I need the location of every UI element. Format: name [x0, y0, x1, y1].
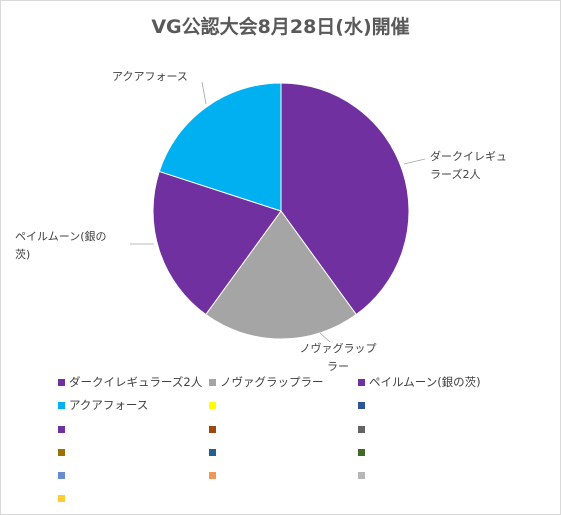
legend-swatch — [209, 425, 216, 433]
legend-item: ノヴァグラップラー — [209, 374, 324, 390]
legend-swatch — [358, 401, 365, 409]
legend-item — [209, 444, 220, 460]
legend-item — [358, 444, 369, 460]
legend-label: アクアフォース — [69, 398, 149, 412]
leader-line — [319, 332, 331, 343]
pie-slice — [280, 82, 410, 316]
data-label: ダークイレギュラーズ2人 — [430, 149, 507, 181]
data-label: ペイルムーン(銀の茨) — [15, 229, 107, 261]
legend-swatch — [209, 471, 216, 479]
legend-label: ダークイレギュラーズ2人 — [69, 375, 203, 389]
legend-swatch — [358, 448, 365, 456]
legend-item: アクアフォース — [58, 397, 148, 413]
legend-swatch — [209, 401, 216, 409]
legend-swatch — [58, 471, 65, 479]
pie-slice — [158, 82, 282, 212]
legend-item: ダークイレギュラーズ2人 — [58, 374, 202, 390]
legend-swatch — [358, 425, 365, 433]
legend-item — [209, 397, 220, 413]
leader-line — [201, 81, 207, 105]
leader-line — [403, 158, 426, 165]
legend-label: ペイルムーン(銀の茨) — [369, 375, 481, 389]
legend-item — [209, 421, 220, 437]
pie-slice — [205, 210, 357, 340]
legend-swatch — [209, 378, 216, 386]
legend-item — [58, 490, 69, 506]
legend-swatch — [58, 401, 65, 409]
legend-swatch — [58, 425, 65, 433]
legend-item — [358, 467, 369, 483]
legend-item — [209, 467, 220, 483]
legend-item — [358, 421, 369, 437]
legend-item — [58, 467, 69, 483]
legend-swatch — [58, 494, 65, 502]
legend-item — [358, 397, 369, 413]
legend-label: ノヴァグラップラー — [220, 375, 324, 389]
legend-swatch — [209, 448, 216, 456]
chart-title: VG公認大会8月28日(水)開催 — [151, 16, 410, 38]
legend-swatch — [58, 378, 65, 386]
data-label: アクアフォース — [112, 70, 188, 83]
data-label: ノヴァグラップラー — [300, 341, 377, 373]
legend-swatch — [358, 378, 365, 386]
legend-item — [58, 444, 69, 460]
legend-swatch — [358, 471, 365, 479]
legend-item — [58, 421, 69, 437]
pie-slice — [152, 170, 282, 316]
legend-item: ペイルムーン(銀の茨) — [358, 374, 481, 390]
legend-swatch — [58, 448, 65, 456]
